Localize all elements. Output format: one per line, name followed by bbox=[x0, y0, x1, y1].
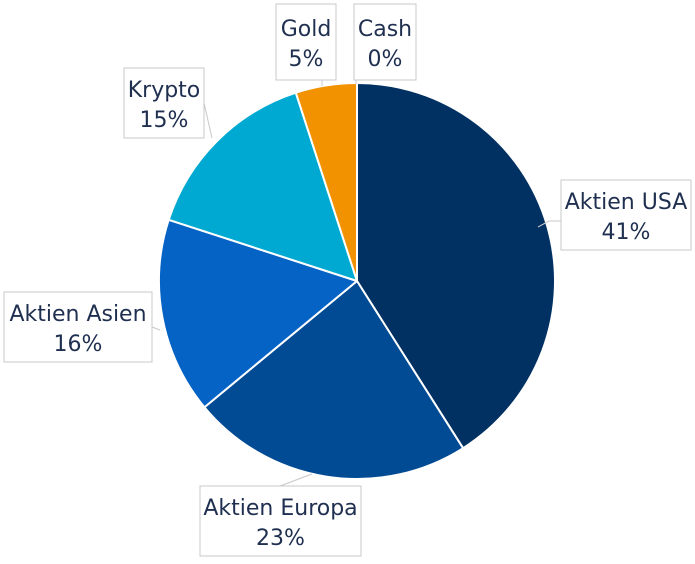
data-label-box-aktien-usa bbox=[560, 179, 692, 251]
pie-slice-aktien-europa bbox=[203, 280, 465, 480]
data-label-value-krypto: 15% bbox=[140, 108, 189, 133]
data-label-value-aktien-usa: 41% bbox=[602, 220, 651, 245]
data-label-box-krypto bbox=[123, 67, 205, 139]
data-label-box-aktien-asien bbox=[3, 291, 153, 363]
data-label-value-gold: 5% bbox=[289, 47, 324, 72]
data-label-name-cash: Cash bbox=[358, 17, 412, 42]
callout-labels: Aktien USA 41% Aktien Europa 23% Aktien Asie… bbox=[3, 3, 692, 557]
pie-slice-aktien-usa bbox=[356, 82, 556, 450]
callout-leader-lines bbox=[151, 80, 561, 487]
leader-line-aktien-europa bbox=[279, 473, 313, 487]
data-label-value-cash: 0% bbox=[368, 47, 403, 72]
data-label-box-cash bbox=[353, 3, 417, 81]
leader-line-aktien-usa bbox=[537, 220, 561, 228]
data-label-name-aktien-asien: Aktien Asien bbox=[9, 302, 146, 327]
pie-slice-krypto bbox=[167, 91, 358, 282]
pie-slices bbox=[158, 82, 556, 480]
data-label-name-aktien-usa: Aktien USA bbox=[565, 190, 688, 215]
data-label-value-aktien-asien: 16% bbox=[54, 332, 103, 357]
pie-slice-aktien-asien bbox=[158, 218, 358, 409]
data-label-name-aktien-europa: Aktien Europa bbox=[203, 496, 357, 521]
leader-line-aktien-asien bbox=[151, 326, 161, 331]
data-label-name-gold: Gold bbox=[281, 17, 332, 42]
data-label-box-gold bbox=[275, 3, 337, 81]
data-label-box-aktien-europa bbox=[199, 485, 362, 557]
data-label-value-aktien-europa: 23% bbox=[256, 526, 305, 551]
leader-line-krypto bbox=[203, 102, 213, 139]
data-label-name-krypto: Krypto bbox=[128, 78, 201, 103]
pie-slice-gold bbox=[294, 82, 358, 282]
